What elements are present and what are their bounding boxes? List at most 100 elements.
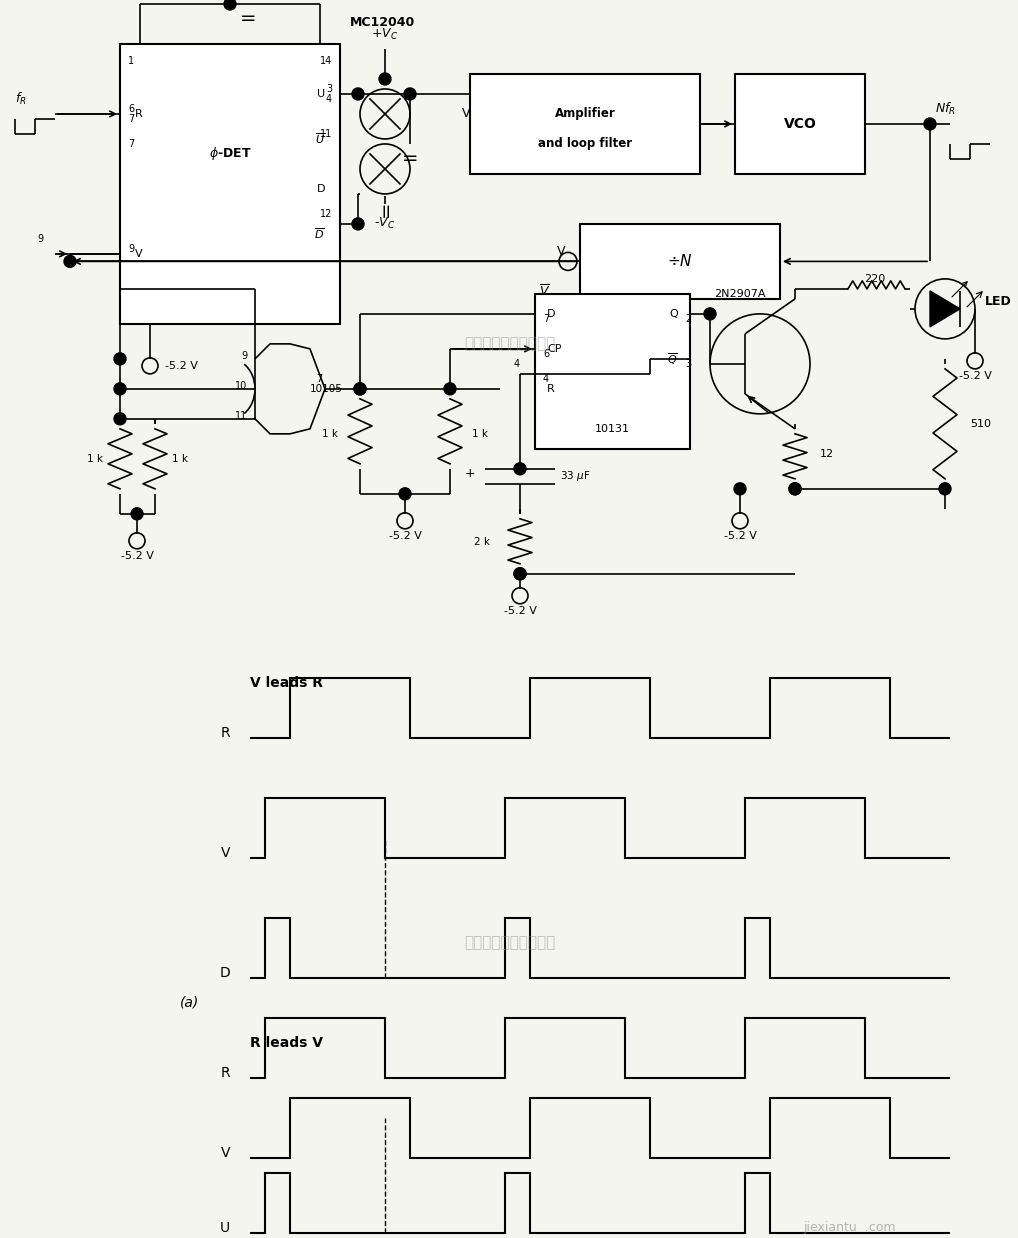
Text: 3: 3 [326, 84, 332, 94]
Text: 9: 9 [37, 234, 43, 244]
Text: VCO: VCO [784, 116, 816, 131]
Circle shape [224, 0, 236, 10]
Circle shape [114, 412, 126, 425]
Bar [735, 74, 865, 173]
Text: V: V [221, 1146, 230, 1160]
Text: U: U [317, 89, 325, 99]
Text: D: D [219, 966, 230, 980]
Text: 2: 2 [685, 314, 691, 324]
Circle shape [131, 508, 143, 520]
Circle shape [734, 483, 746, 495]
Text: 510: 510 [970, 418, 991, 428]
Text: $\overline{Q}$: $\overline{Q}$ [667, 352, 678, 366]
Text: D: D [547, 310, 556, 319]
Circle shape [789, 483, 801, 495]
Text: -5.2 V: -5.2 V [959, 371, 992, 381]
Text: 1 k: 1 k [87, 454, 103, 464]
Text: Amplifier: Amplifier [555, 108, 615, 120]
Text: jiexiantu  .com: jiexiantu .com [804, 1222, 896, 1234]
Text: -5.2 V: -5.2 V [120, 551, 154, 561]
Circle shape [939, 483, 951, 495]
Text: 4: 4 [326, 94, 332, 104]
Circle shape [704, 308, 716, 319]
Text: =: = [376, 201, 395, 217]
Text: $\overline{D}$: $\overline{D}$ [315, 227, 325, 241]
Text: -$V_C$: -$V_C$ [375, 217, 396, 232]
Circle shape [924, 118, 936, 130]
Text: $\div N$: $\div N$ [667, 254, 693, 270]
Text: -5.2 V: -5.2 V [504, 605, 536, 615]
Text: CP: CP [547, 344, 562, 354]
Text: 1 k: 1 k [472, 428, 488, 438]
Text: 10: 10 [235, 381, 247, 391]
Circle shape [514, 568, 526, 579]
Text: +$V_C$: +$V_C$ [372, 26, 399, 42]
Text: MC12040: MC12040 [350, 16, 415, 28]
Circle shape [354, 383, 366, 395]
Circle shape [64, 255, 76, 267]
Text: R: R [220, 725, 230, 740]
Bar [535, 293, 690, 449]
Text: =: = [402, 150, 418, 168]
Text: R: R [547, 384, 555, 394]
Circle shape [514, 568, 526, 579]
Text: -5.2 V: -5.2 V [724, 531, 756, 541]
Circle shape [399, 488, 411, 500]
Text: 10131: 10131 [595, 423, 630, 433]
Text: 11: 11 [320, 129, 332, 139]
Circle shape [789, 483, 801, 495]
Text: 2N2907A: 2N2907A [715, 288, 766, 298]
Text: 9: 9 [241, 350, 247, 360]
Text: $f_R$: $f_R$ [15, 90, 26, 106]
Circle shape [354, 383, 366, 395]
Text: 1: 1 [128, 56, 134, 66]
Text: 4: 4 [543, 374, 549, 384]
Text: $\overline{V}$: $\overline{V}$ [540, 284, 551, 300]
Circle shape [114, 353, 126, 365]
Text: LED: LED [985, 296, 1012, 308]
Text: 12: 12 [320, 209, 332, 219]
Text: 7: 7 [316, 374, 322, 384]
Text: =: = [240, 10, 257, 28]
Text: $Nf_R$: $Nf_R$ [935, 102, 956, 118]
Text: -5.2 V: -5.2 V [165, 360, 197, 371]
Circle shape [114, 383, 126, 395]
Text: R: R [220, 1066, 230, 1080]
Text: V: V [135, 249, 143, 259]
Bar [120, 45, 340, 324]
Text: 11: 11 [235, 411, 247, 421]
Text: 7: 7 [543, 314, 550, 324]
Text: Q: Q [669, 310, 678, 319]
Text: 12: 12 [821, 449, 834, 459]
Text: 2 k: 2 k [474, 537, 490, 547]
Text: 33 $\mu$F: 33 $\mu$F [560, 469, 590, 483]
Text: 杭州将睦科技有限公司: 杭州将睦科技有限公司 [464, 936, 556, 951]
Polygon shape [930, 291, 960, 327]
Text: 4: 4 [514, 359, 520, 369]
Text: V: V [557, 245, 565, 258]
Text: 6: 6 [543, 349, 549, 359]
Circle shape [379, 73, 391, 85]
Text: D: D [317, 184, 325, 194]
Text: $\overline{U}$: $\overline{U}$ [315, 131, 325, 146]
Text: 9: 9 [128, 244, 134, 254]
Text: 1 k: 1 k [322, 428, 338, 438]
Circle shape [514, 463, 526, 475]
Text: 1 k: 1 k [172, 454, 188, 464]
Bar [470, 74, 700, 173]
Text: 10105: 10105 [310, 384, 343, 394]
Text: 3: 3 [685, 359, 691, 369]
Bar [580, 224, 780, 298]
Text: V: V [221, 846, 230, 860]
Text: 14: 14 [320, 56, 332, 66]
Text: R leads V: R leads V [250, 1036, 323, 1050]
Circle shape [444, 383, 456, 395]
Text: +: + [464, 467, 475, 480]
Text: (a): (a) [180, 995, 200, 1010]
Text: V leads R: V leads R [250, 676, 323, 690]
Circle shape [404, 88, 416, 100]
Text: 7: 7 [128, 139, 134, 149]
Text: 220: 220 [864, 274, 886, 284]
Text: V: V [461, 108, 470, 120]
Text: 杭州将睦科技有限公司: 杭州将睦科技有限公司 [464, 337, 556, 352]
